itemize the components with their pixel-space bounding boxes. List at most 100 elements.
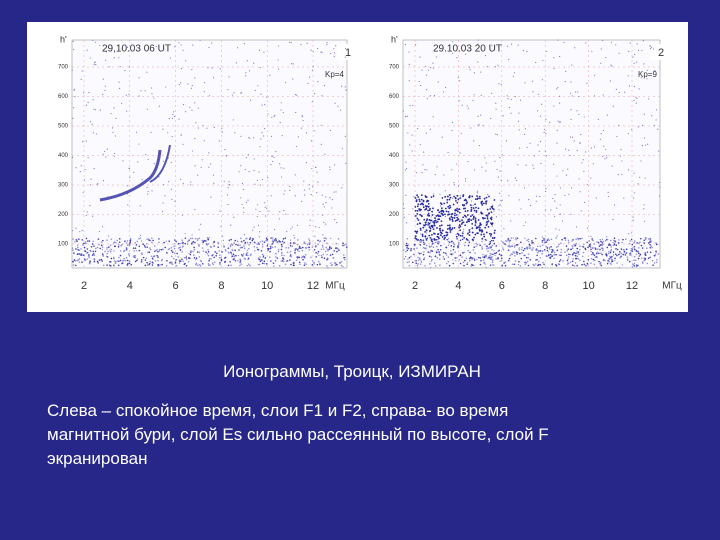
noise-dot — [92, 240, 94, 243]
noise-dot — [247, 154, 250, 156]
noise-dot — [84, 250, 86, 252]
x-tick-label: 10 — [261, 280, 273, 292]
noise-dot — [332, 257, 335, 259]
noise-dot — [246, 254, 249, 257]
noise-dot — [641, 247, 644, 249]
scatter-dot — [432, 207, 434, 210]
noise-dot — [579, 259, 581, 262]
noise-dot — [342, 266, 344, 268]
noise-dot — [208, 46, 210, 49]
noise-dot — [340, 264, 343, 267]
noise-dot — [337, 105, 339, 107]
noise-dot — [580, 133, 582, 136]
noise-dot — [92, 250, 94, 253]
noise-dot — [320, 143, 322, 145]
noise-dot — [292, 78, 294, 80]
scatter-dot — [480, 211, 482, 214]
noise-dot — [649, 45, 651, 47]
noise-dot — [274, 114, 276, 116]
noise-dot — [198, 263, 201, 266]
noise-dot — [581, 255, 584, 258]
noise-dot — [479, 244, 481, 247]
noise-dot — [645, 237, 647, 239]
noise-dot — [280, 260, 282, 262]
scatter-dot — [419, 203, 422, 206]
noise-dot — [217, 246, 219, 248]
noise-dot — [239, 237, 242, 240]
noise-dot — [516, 251, 519, 254]
scatter-dot — [456, 194, 459, 197]
x-tick-label: 8 — [218, 280, 224, 292]
noise-dot — [554, 215, 556, 218]
noise-dot — [536, 110, 539, 112]
noise-dot — [81, 229, 83, 232]
scatter-dot — [486, 221, 489, 223]
noise-dot — [318, 254, 320, 257]
noise-dot — [290, 63, 293, 65]
noise-dot — [326, 44, 328, 46]
noise-dot — [249, 264, 251, 267]
noise-dot — [613, 242, 616, 245]
noise-dot — [454, 251, 456, 253]
noise-dot — [653, 125, 655, 127]
scatter-dot — [425, 238, 428, 241]
noise-dot — [114, 261, 117, 263]
noise-dot — [451, 240, 453, 243]
noise-dot — [104, 250, 106, 253]
scatter-dot — [427, 212, 430, 215]
noise-dot — [502, 241, 505, 244]
scatter-dot — [481, 200, 484, 203]
noise-dot — [586, 82, 588, 84]
noise-dot — [538, 150, 540, 152]
noise-dot — [598, 245, 601, 247]
noise-dot — [430, 267, 432, 269]
noise-dot — [567, 258, 569, 260]
noise-dot — [655, 243, 658, 246]
noise-dot — [322, 203, 324, 205]
scatter-dot — [418, 198, 421, 201]
noise-dot — [622, 253, 625, 256]
noise-dot — [610, 41, 613, 43]
noise-dot — [467, 249, 469, 252]
noise-dot — [421, 69, 423, 71]
noise-dot — [213, 256, 215, 259]
noise-dot — [514, 245, 516, 247]
noise-dot — [409, 105, 411, 107]
noise-dot — [449, 253, 452, 255]
noise-dot — [422, 239, 425, 241]
scatter-dot — [433, 222, 436, 225]
noise-dot — [239, 258, 241, 260]
noise-dot — [84, 168, 86, 171]
noise-dot — [210, 163, 212, 165]
noise-dot — [136, 240, 139, 243]
scatter-dot — [471, 195, 474, 198]
noise-dot — [429, 263, 431, 265]
noise-dot — [275, 150, 277, 153]
noise-dot — [539, 245, 541, 248]
noise-dot — [164, 246, 167, 249]
noise-dot — [545, 133, 547, 135]
scatter-dot — [490, 211, 493, 214]
scatter-dot — [449, 196, 452, 199]
noise-dot — [83, 92, 85, 94]
noise-dot — [568, 253, 570, 256]
noise-dot — [277, 250, 280, 253]
noise-dot — [601, 244, 603, 247]
scatter-dot — [446, 234, 449, 236]
noise-dot — [644, 252, 647, 254]
noise-dot — [293, 234, 295, 237]
scatter-dot — [490, 233, 493, 236]
noise-dot — [86, 252, 88, 254]
noise-dot — [128, 66, 131, 68]
noise-dot — [216, 252, 218, 255]
noise-dot — [279, 211, 281, 213]
noise-dot — [93, 245, 95, 247]
noise-dot — [542, 261, 544, 264]
noise-dot — [420, 252, 423, 255]
noise-dot — [429, 221, 432, 223]
noise-dot — [592, 246, 594, 249]
noise-dot — [318, 260, 320, 263]
noise-dot — [196, 251, 199, 253]
noise-dot — [91, 243, 94, 245]
noise-dot — [80, 165, 82, 167]
